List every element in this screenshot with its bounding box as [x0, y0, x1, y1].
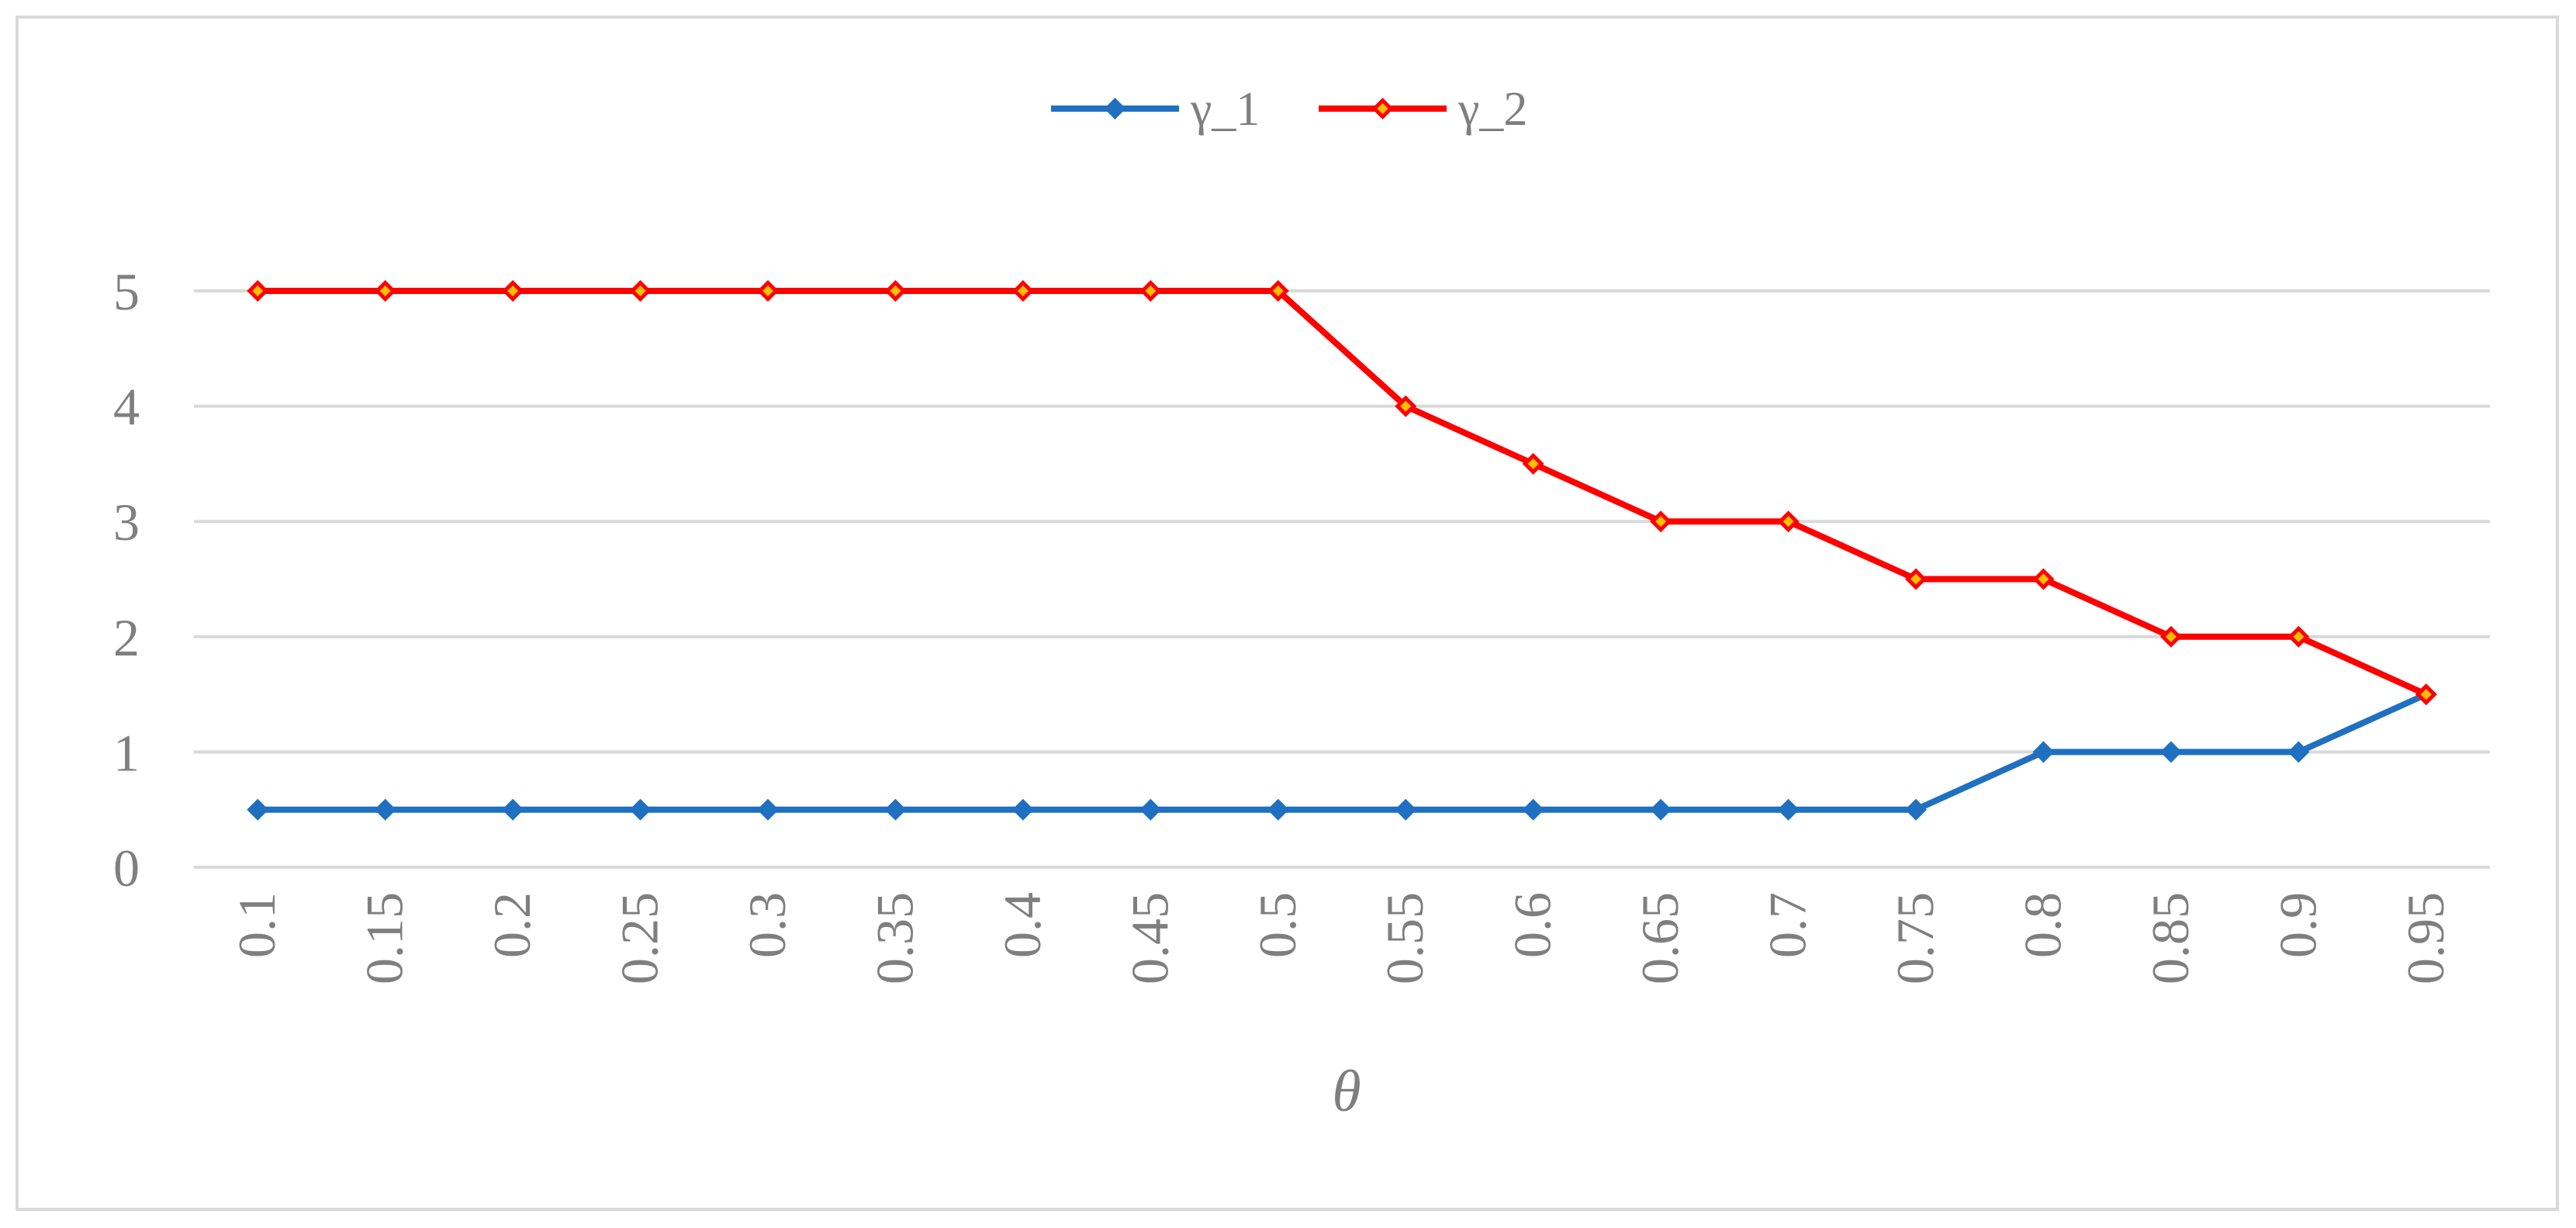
series-2-point-inner-10 — [1527, 458, 1539, 469]
series-2-point-inner-13 — [1910, 573, 1921, 585]
series-1 — [247, 683, 2437, 821]
series-2-line — [258, 288, 2428, 697]
x-tick-label-15: 0.85 — [2141, 892, 2200, 984]
series-2-point-inner-6 — [1017, 285, 1029, 296]
x-tick-label-14: 0.8 — [2013, 892, 2072, 958]
y-axis-ticks: 0 1 2 3 4 5 — [113, 262, 140, 898]
series-1-point-10 — [1522, 798, 1544, 821]
legend-label-series-2: γ_2 — [1457, 83, 1527, 136]
series-1-point-7 — [1139, 798, 1162, 821]
chart-frame — [16, 16, 2559, 1211]
series-1-point-9 — [1395, 798, 1417, 821]
x-tick-label-5: 0.35 — [865, 892, 924, 984]
series-2-point-inner-17 — [2420, 689, 2432, 700]
x-tick-label-3: 0.25 — [610, 892, 669, 984]
series-2-point-inner-5 — [890, 285, 901, 296]
series-1-point-2 — [502, 798, 524, 821]
series-2-point-inner-8 — [1272, 285, 1284, 296]
series-1-point-0 — [247, 798, 269, 821]
series-1-line — [258, 691, 2428, 813]
series-1-point-15 — [2159, 741, 2182, 763]
series-1-point-4 — [757, 798, 779, 821]
x-tick-label-4: 0.3 — [738, 892, 797, 958]
series-2-point-inner-14 — [2038, 573, 2049, 585]
legend-marker-inner-series-2 — [1377, 103, 1388, 114]
x-tick-label-0: 0.1 — [227, 892, 286, 958]
x-axis-label: θ — [1332, 1059, 1361, 1124]
x-tick-label-7: 0.45 — [1120, 892, 1179, 984]
x-tick-label-12: 0.7 — [1758, 892, 1817, 958]
series-2-point-inner-9 — [1400, 400, 1412, 412]
series-group — [247, 280, 2437, 821]
series-1-point-14 — [2032, 741, 2055, 763]
y-tick-label-1: 1 — [113, 723, 140, 782]
y-tick-label-2: 2 — [113, 608, 140, 667]
series-1-point-16 — [2287, 741, 2310, 763]
x-tick-label-11: 0.65 — [1630, 892, 1689, 984]
series-1-point-1 — [374, 798, 396, 821]
x-tick-label-2: 0.2 — [482, 892, 541, 958]
x-tick-label-1: 0.15 — [355, 892, 414, 984]
series-2-point-inner-1 — [379, 285, 391, 296]
series-2-point-inner-16 — [2293, 631, 2305, 642]
legend: γ_1 γ_2 — [1051, 83, 1527, 136]
y-tick-label-0: 0 — [113, 839, 140, 898]
series-1-point-12 — [1777, 798, 1800, 821]
y-tick-label-5: 5 — [113, 262, 140, 321]
legend-marker-series-1 — [1104, 98, 1126, 119]
series-2 — [247, 280, 2437, 706]
y-tick-label-4: 4 — [113, 378, 140, 437]
series-1-point-11 — [1650, 798, 1672, 821]
x-tick-label-16: 0.9 — [2268, 892, 2327, 958]
x-axis-ticks: 0.1 0.15 0.2 0.25 0.3 0.35 0.4 0.45 0.5 0.55 0.6 0.… — [227, 892, 2455, 984]
gridlines — [194, 289, 2490, 869]
legend-item-series-2: γ_2 — [1319, 83, 1527, 136]
x-tick-label-8: 0.5 — [1248, 892, 1307, 958]
x-tick-label-13: 0.75 — [1886, 892, 1945, 984]
legend-item-series-1: γ_1 — [1051, 83, 1260, 136]
x-tick-label-10: 0.6 — [1503, 892, 1562, 958]
x-tick-label-6: 0.4 — [993, 892, 1052, 958]
series-2-point-inner-12 — [1782, 516, 1794, 528]
series-2-point-inner-2 — [507, 285, 519, 296]
x-tick-label-17: 0.95 — [2396, 892, 2455, 984]
series-2-point-inner-3 — [634, 285, 646, 296]
series-1-point-5 — [884, 798, 907, 821]
series-1-point-3 — [629, 798, 652, 821]
series-2-point-inner-11 — [1655, 516, 1667, 528]
x-tick-label-9: 0.55 — [1375, 892, 1434, 984]
series-2-point-inner-4 — [762, 285, 773, 296]
series-1-point-6 — [1011, 798, 1034, 821]
series-2-point-inner-0 — [252, 285, 264, 296]
series-2-point-inner-7 — [1145, 285, 1157, 296]
legend-label-series-1: γ_1 — [1190, 83, 1260, 136]
y-tick-label-3: 3 — [113, 493, 140, 552]
series-1-point-13 — [1905, 798, 1927, 821]
series-2-point-inner-15 — [2165, 631, 2177, 642]
series-1-point-8 — [1267, 798, 1289, 821]
